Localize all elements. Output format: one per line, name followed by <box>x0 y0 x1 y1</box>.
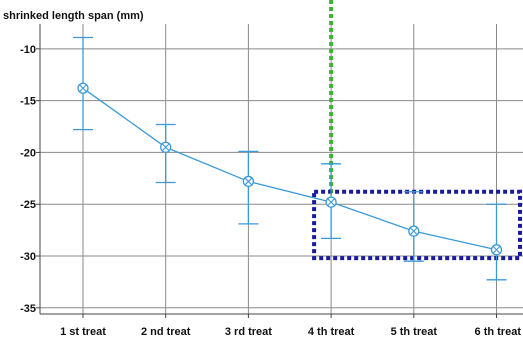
y-tick-labels: -10 -15 -20 -25 -30 -35 <box>20 44 36 315</box>
annotations <box>312 0 522 261</box>
y-tick-label: -25 <box>20 199 36 211</box>
x-tick-label: 2 nd treat <box>141 326 191 338</box>
grid-lines <box>40 24 523 314</box>
x-tick-labels: 1 st treat 2 nd treat 3 rd treat 4 th treat… <box>60 326 521 338</box>
data-point-cross <box>161 143 170 152</box>
axes <box>36 24 523 318</box>
chart-title: shrinked length span (mm) <box>3 10 144 22</box>
y-tick-label: -10 <box>20 44 36 56</box>
data-point-cross <box>244 177 253 186</box>
data-point-cross <box>327 198 335 207</box>
series-line <box>82 87 497 251</box>
y-tick-label: -30 <box>20 251 36 263</box>
data-point-cross <box>492 245 501 254</box>
x-tick-label: 1 st treat <box>60 326 106 338</box>
x-tick-label: 4 th treat <box>308 326 355 338</box>
data-point-cross <box>409 227 418 236</box>
y-tick-label: -35 <box>20 303 36 315</box>
x-tick-label: 6 th treat <box>475 326 522 338</box>
x-tick-label: 5 th treat <box>391 326 438 338</box>
data-point-cross <box>79 84 87 93</box>
y-tick-label: -15 <box>20 96 36 108</box>
x-tick-label: 3 rd treat <box>225 326 272 338</box>
y-tick-label: -20 <box>20 147 36 159</box>
series-group <box>73 36 507 281</box>
blue-dotted-box <box>312 189 522 261</box>
